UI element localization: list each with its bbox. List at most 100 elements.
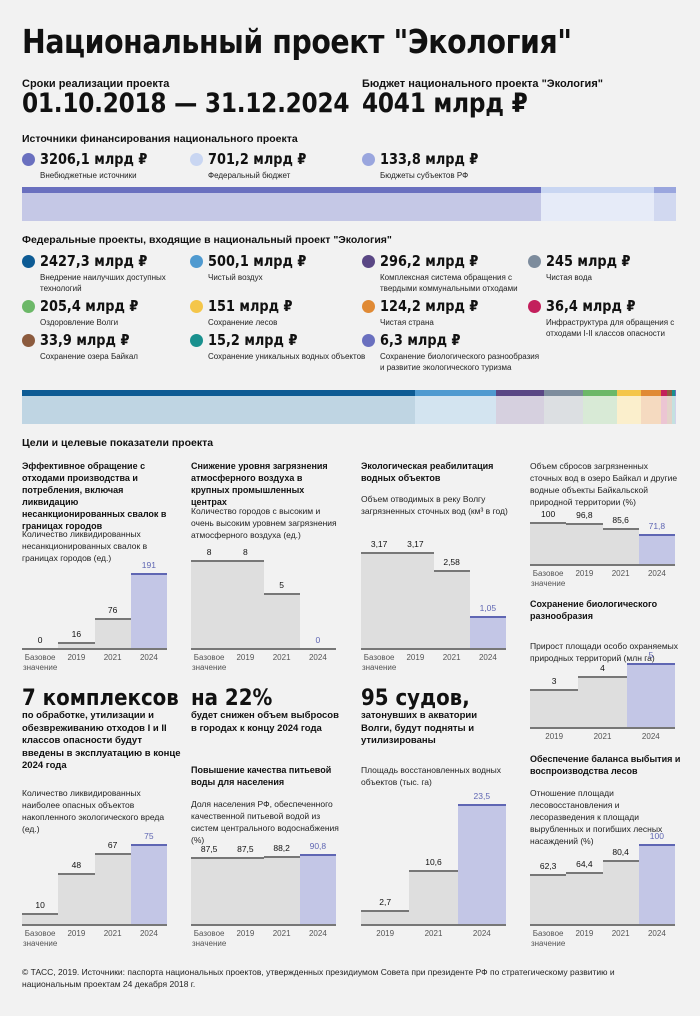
legend-dot-icon [190,153,203,166]
section-biodiversity-title: Сохранение биологического разнообразия [530,599,658,621]
federal-stacked-bar [22,390,676,424]
stacked-bar-segment-top [583,390,617,396]
bar [58,641,95,648]
axis-tick-label: Базовое значение [530,569,566,588]
bar-value-label: 88,2 [273,843,290,853]
bar-value-label: 96,8 [576,510,593,521]
stacked-bar-segment-top [672,390,675,396]
stacked-bar-segment [654,187,676,221]
federal-amount: 151 млрд ₽ [208,297,293,315]
target-bar [626,663,675,727]
bar [602,528,639,564]
federal-amount: 36,4 млрд ₽ [546,297,636,315]
page-title: Национальный проект "Экология" [22,22,572,61]
federal-label: Инфраструктура для обращения с отходами … [546,318,675,338]
target-bar [130,573,167,648]
funding-heading: Источники финансирования национального п… [22,133,298,145]
axis-tick-label: 2019 [575,569,594,578]
bar-value-label: 87,5 [237,843,254,854]
bar [530,874,567,924]
bar [191,560,228,648]
chart-subtitle: Количество ликвидированных наиболее опас… [22,788,165,834]
bar [530,522,567,564]
chart-subtitle: Площадь восстановленных водных объектов … [361,765,502,787]
axis-tick-label: 2024 [308,653,327,662]
stacked-bar-segment-top [414,390,496,396]
headline-complexes-number: 7 комплексов [22,686,179,711]
target-bar [469,616,506,648]
goals-heading: Цели и целевые показатели проекта [22,437,214,449]
bar-value-label: 67 [107,839,118,850]
target-bar [638,533,675,564]
federal-amount: 2427,3 млрд ₽ [40,252,148,270]
chart-subtitle: Прирост площади особо охраняемых природн… [530,641,679,663]
period-value: 01.10.2018 — 31.12.2024 [22,88,350,119]
stacked-bar-segment-top [654,187,676,193]
stacked-bar-segment [674,390,676,424]
bar-value-label: 64,4 [576,859,593,870]
bar-value-label: 0 [315,635,321,645]
legend-dot-icon [362,255,375,268]
axis-tick-label: 2024 [478,653,497,662]
x-axis-line [22,648,167,650]
axis-tick-label: 2019 [406,653,425,662]
bar-value-label: 80,4 [612,846,629,857]
bar-value-label: 2,58 [443,556,460,567]
stacked-bar-segment [640,390,662,424]
bar [361,552,398,648]
axis-tick-label: 2019 [575,929,594,938]
stacked-bar-segment [616,390,641,424]
legend-dot-icon [22,300,35,313]
federal-label: Комплексная система обращения с твердыми… [380,273,518,293]
stacked-bar-segment-top [495,390,544,396]
bar [578,675,627,727]
axis-tick-label: 2019 [376,929,395,938]
legend-dot-icon [22,334,35,347]
federal-amount: 33,9 млрд ₽ [40,331,130,349]
x-axis-line [191,924,336,926]
headline-ships-number: 95 судов, [361,686,470,711]
federal-amount: 245 млрд ₽ [546,252,631,270]
bar-value-label: 23,5 [473,791,491,801]
x-axis-line [530,727,675,729]
bar [566,872,603,924]
bar-value-label: 62,3 [539,861,557,872]
federal-amount: 15,2 млрд ₽ [208,331,298,349]
legend-dot-icon [362,334,375,347]
bar-value-label: 10 [35,900,45,911]
x-axis-line [361,924,506,926]
bar [397,552,434,648]
bar-value-label: 0 [37,635,43,645]
federal-amount: 296,2 млрд ₽ [380,252,479,270]
axis-tick-label: 2024 [308,929,327,938]
axis-tick-label: 2021 [424,929,443,938]
x-axis-line [191,648,336,650]
funding-amount: 3206,1 млрд ₽ [40,150,148,168]
federal-label: Сохранение озера Байкал [40,352,138,361]
bar-value-label: 85,6 [612,515,629,526]
bar-value-label: 48 [71,859,82,870]
bar-value-label: 71,8 [648,520,666,531]
bar [566,523,603,564]
stacked-bar-segment-top [22,390,415,396]
target-bar [457,804,506,924]
axis-tick-label: 2024 [139,653,158,662]
chart-subtitle: Доля населения РФ, обеспеченного качеств… [191,799,339,845]
stacked-bar-segment [661,390,667,424]
stacked-bar-segment [495,390,544,424]
bar-value-label: 2,7 [379,897,392,908]
axis-tick-label: 2021 [103,653,122,662]
bar-value-label: 8 [206,547,212,557]
federal-amount: 500,1 млрд ₽ [208,252,307,270]
bar [530,688,579,727]
bar [94,852,131,924]
bar-value-label: 16 [71,628,82,639]
axis-tick-label: 2024 [641,732,660,741]
federal-label: Чистая страна [380,318,434,327]
section-forest-title: Обеспечение баланса выбытия и воспроизво… [530,754,681,776]
x-axis-line [530,924,675,926]
bar [191,856,228,924]
x-axis-line [530,564,675,566]
bar-value-label: 4 [600,662,605,673]
axis-tick-label: Базовое значение [22,653,58,672]
